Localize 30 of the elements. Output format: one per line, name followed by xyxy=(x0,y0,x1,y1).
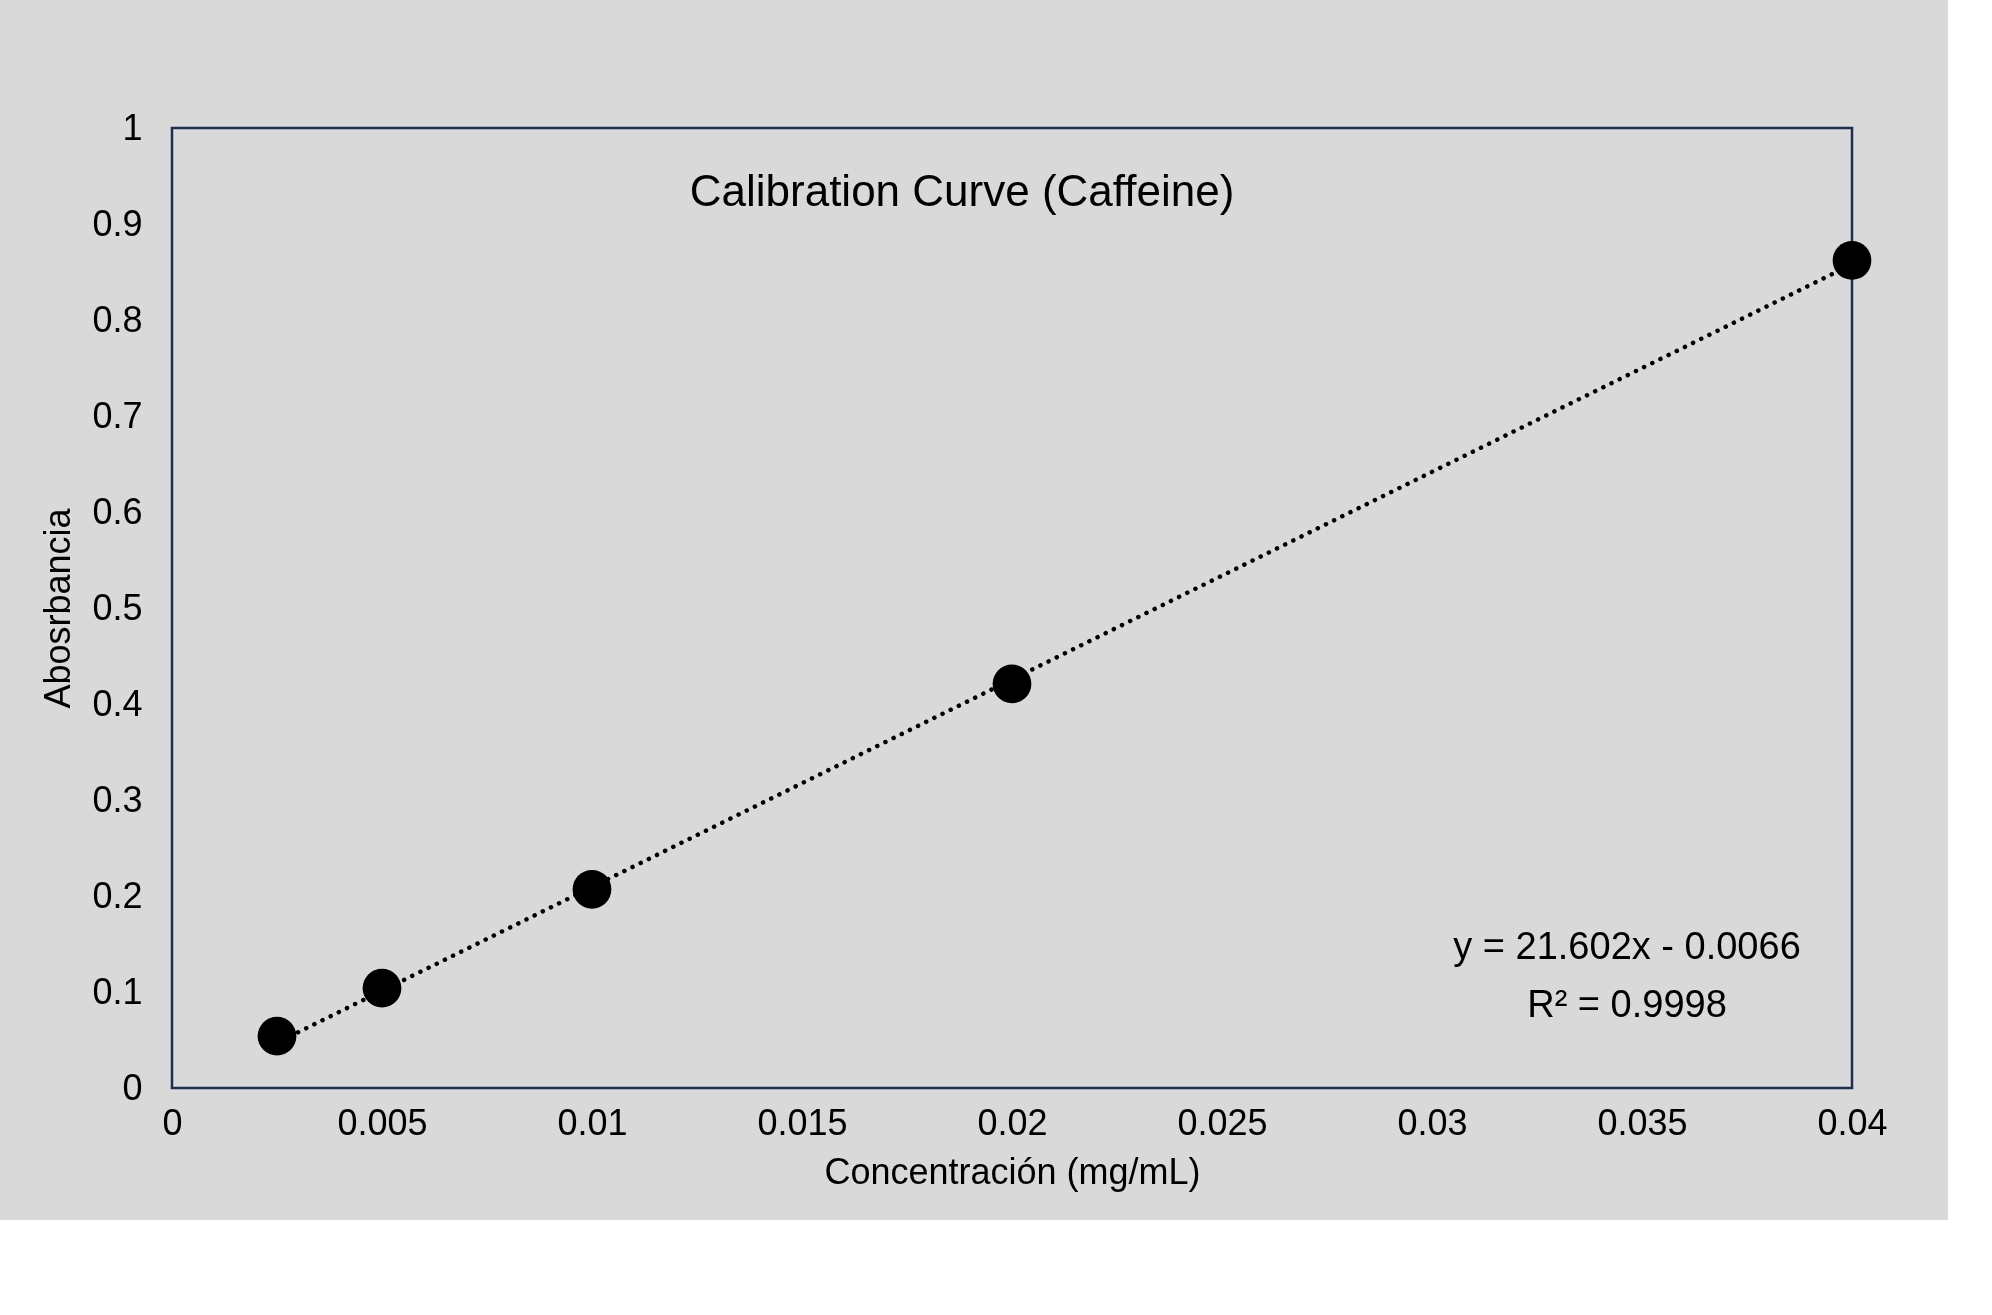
y-tick-label: 0 xyxy=(122,1066,143,1108)
x-tick-label: 0 xyxy=(162,1101,183,1143)
y-tick-label: 0.1 xyxy=(92,970,143,1012)
x-tick-label: 0.01 xyxy=(557,1101,628,1143)
text: Calibration Curve (Caffeine) xyxy=(689,166,1235,215)
y-tick-label: 0.6 xyxy=(92,490,143,532)
y-tick-label: 0.3 xyxy=(92,778,143,820)
annotation: y = 21.602x - 0.0066 xyxy=(1453,925,1801,967)
point xyxy=(572,869,612,909)
y-tick-label: 1 xyxy=(122,106,143,148)
y-axis-title: Abosrbancia xyxy=(37,507,79,709)
y-tick-label: 0.8 xyxy=(92,298,143,340)
y-tick-label: 0.4 xyxy=(92,682,143,724)
point xyxy=(362,968,402,1008)
y-tick-label: 0.5 xyxy=(92,586,143,628)
x-tick-label: 0.025 xyxy=(1177,1101,1268,1143)
y-tick-label: 0.7 xyxy=(92,394,143,436)
x-axis-title: Concentración (mg/mL) xyxy=(824,1150,1201,1192)
x-tick-label: 0.035 xyxy=(1597,1101,1688,1143)
x-tick-label: 0.04 xyxy=(1817,1101,1888,1143)
x-tick-label: 0.03 xyxy=(1397,1101,1468,1143)
y-tick-label: 0.9 xyxy=(92,202,143,244)
annotation: R² = 0.9998 xyxy=(1527,983,1727,1025)
point xyxy=(1832,241,1872,280)
y-tick-label: 0.2 xyxy=(92,874,143,916)
x-tick-label: 0.015 xyxy=(757,1101,848,1143)
point xyxy=(992,664,1032,704)
x-tick-label: 0.02 xyxy=(977,1101,1048,1143)
point xyxy=(257,1016,297,1056)
x-tick-label: 0.005 xyxy=(337,1101,428,1143)
